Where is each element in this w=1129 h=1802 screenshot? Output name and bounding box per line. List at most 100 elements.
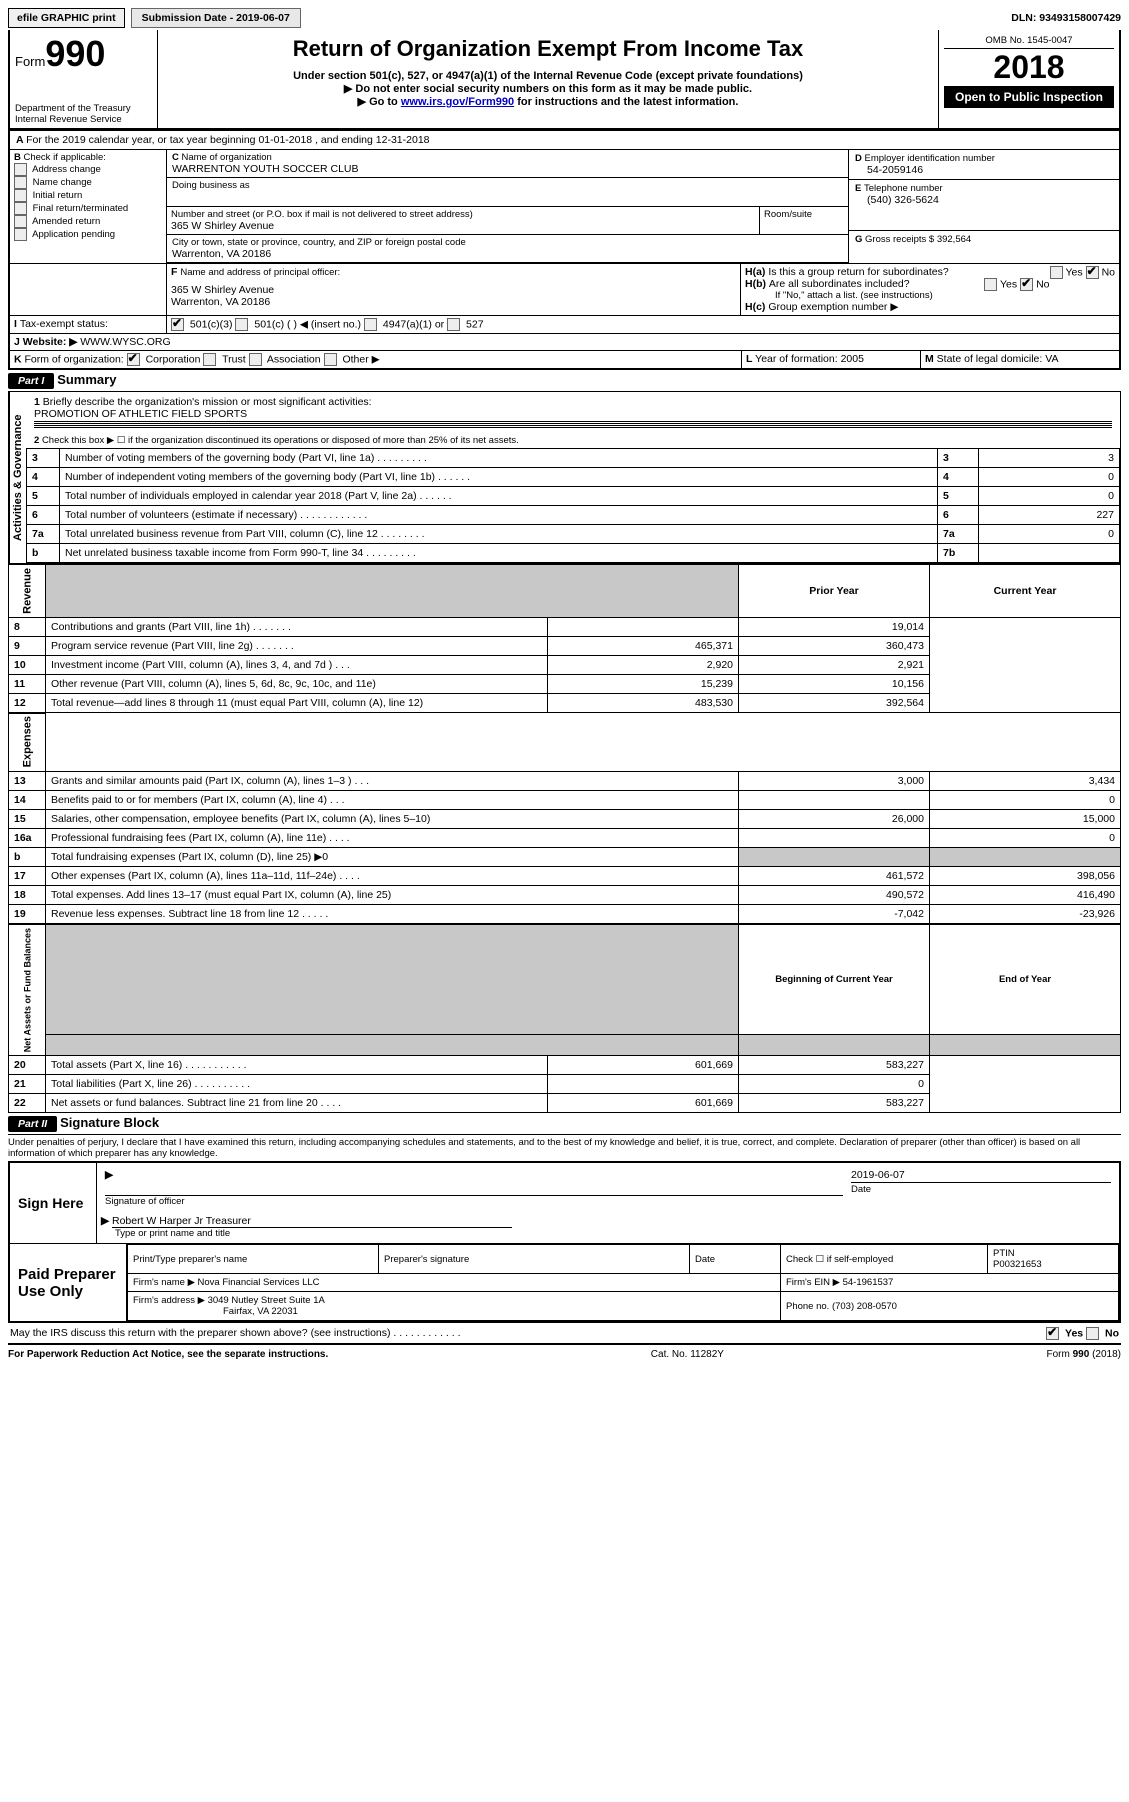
line-text: Total assets (Part X, line 16) . . . . .… [46,1056,548,1075]
website-label: Website: ▶ [23,336,78,348]
efile-box[interactable]: efile GRAPHIC print [8,8,125,28]
current-val: 0 [930,829,1121,848]
l2: Check this box ▶ ☐ if the organization d… [42,435,519,446]
tax-year: 2018 [944,49,1114,86]
firm-addr: Firm's address ▶ 3049 Nutley Street Suit… [133,1295,325,1306]
current-val: -23,926 [930,905,1121,924]
year-formation: Year of formation: 2005 [755,353,864,365]
checkbox[interactable] [14,176,27,189]
sig-date: 2019-06-07 [851,1169,1111,1181]
ptin-val: P00321653 [993,1259,1042,1270]
prior-val: 3,000 [739,772,930,791]
section-a-m: A For the 2019 calendar year, or tax yea… [8,130,1121,370]
gov-label: Activities & Governance [9,392,26,563]
open-public: Open to Public Inspection [944,86,1114,108]
tax-status-label: Tax-exempt status: [20,318,108,330]
l1-val: PROMOTION OF ATHLETIC FIELD SPORTS [34,408,247,420]
f-addr1: 365 W Shirley Avenue [171,284,736,296]
l1: Briefly describe the organization's miss… [43,396,372,408]
line-text: Salaries, other compensation, employee b… [46,810,739,829]
current-val: 583,227 [739,1094,930,1113]
v7b [979,544,1120,563]
phone: (540) 326-5624 [855,194,1113,206]
line-text: Program service revenue (Part VIII, line… [46,636,548,655]
ein: 54-2059146 [855,164,1113,176]
ha-label: Is this a group return for subordinates? [768,266,948,278]
checkbox[interactable] [14,163,27,176]
website-val: WWW.WYSC.ORG [80,336,170,348]
line-text: Investment income (Part VIII, column (A)… [46,655,548,674]
prior-val [548,1075,739,1094]
prior-val: 483,530 [548,693,739,712]
v6: 227 [979,506,1120,525]
arrow-icon: ▶ [101,1215,109,1227]
current-val: 2,921 [739,655,930,674]
prior-val: 461,572 [739,867,930,886]
current-val: 392,564 [739,693,930,712]
prior-val [548,617,739,636]
hc-label: Group exemption number ▶ [768,301,898,313]
line-text: Net assets or fund balances. Subtract li… [46,1094,548,1113]
sub3-pre: ▶ Go to [358,96,401,108]
checkbox[interactable] [14,215,27,228]
footer-right: Form 990 (2018) [1047,1349,1121,1360]
city-label: City or town, state or province, country… [172,237,843,248]
sub3-post: for instructions and the latest informat… [514,96,738,108]
v3: 3 [979,449,1120,468]
firm-phone: Phone no. (703) 208-0570 [781,1292,1119,1321]
line-text: Other revenue (Part VIII, column (A), li… [46,674,548,693]
current-val [930,848,1121,867]
irs: Internal Revenue Service [15,114,152,125]
net-label: Net Assets or Fund Balances [9,925,46,1056]
v5: 0 [979,487,1120,506]
prior-val: 465,371 [548,636,739,655]
paid-preparer: Paid Preparer Use Only [10,1244,127,1321]
street-label: Number and street (or P.O. box if mail i… [171,209,755,220]
hb-label: Are all subordinates included? [769,278,910,290]
prior-val [739,829,930,848]
line-text: Benefits paid to or for members (Part IX… [46,791,739,810]
f-addr2: Warrenton, VA 20186 [171,296,736,308]
line-text: Total revenue—add lines 8 through 11 (mu… [46,693,548,712]
d-label: Employer identification number [865,153,995,164]
part2-badge: Part II [8,1116,57,1132]
v4: 0 [979,468,1120,487]
part2-title: Signature Block [60,1115,159,1130]
top-bar: efile GRAPHIC print Submission Date - 20… [8,8,1121,28]
form-label: Form [15,54,45,69]
room-label: Room/suite [760,207,848,235]
footer-mid: Cat. No. 11282Y [651,1349,724,1360]
part1-badge: Part I [8,373,54,389]
bcy: Beginning of Current Year [739,925,930,1035]
l6: Total number of volunteers (estimate if … [60,506,938,525]
state-domicile: State of legal domicile: VA [937,353,1059,365]
check-label: Check if applicable: [24,152,106,163]
sub2: ▶ Do not enter social security numbers o… [163,82,933,95]
firm-name: Firm's name ▶ Nova Financial Services LL… [128,1274,781,1292]
line-text: Professional fundraising fees (Part IX, … [46,829,739,848]
declaration: Under penalties of perjury, I declare th… [8,1134,1121,1161]
line-text: Contributions and grants (Part VIII, lin… [46,617,548,636]
line-text: Total liabilities (Part X, line 26) . . … [46,1075,548,1094]
prior-val: -7,042 [739,905,930,924]
prior-val [739,791,930,810]
checkbox[interactable] [14,189,27,202]
line-text: Grants and similar amounts paid (Part IX… [46,772,739,791]
gross-receipts: Gross receipts $ 392,564 [865,234,971,245]
dept: Department of the Treasury [15,103,152,114]
form990-link[interactable]: www.irs.gov/Form990 [401,96,514,108]
checkbox[interactable] [14,202,27,215]
tax-year-line: For the 2019 calendar year, or tax year … [26,134,429,146]
exp-label: Expenses [9,713,46,771]
current-val: 19,014 [739,617,930,636]
footer-left: For Paperwork Reduction Act Notice, see … [8,1349,328,1360]
submission-btn[interactable]: Submission Date - 2019-06-07 [131,8,301,28]
current-hdr: Current Year [930,565,1121,618]
org-name: WARRENTON YOUTH SOCCER CLUB [172,163,843,175]
checkbox[interactable] [14,228,27,241]
e-label: Telephone number [864,183,943,194]
line-text: Other expenses (Part IX, column (A), lin… [46,867,739,886]
v7a: 0 [979,525,1120,544]
l7a: Total unrelated business revenue from Pa… [60,525,938,544]
l7b: Net unrelated business taxable income fr… [60,544,938,563]
